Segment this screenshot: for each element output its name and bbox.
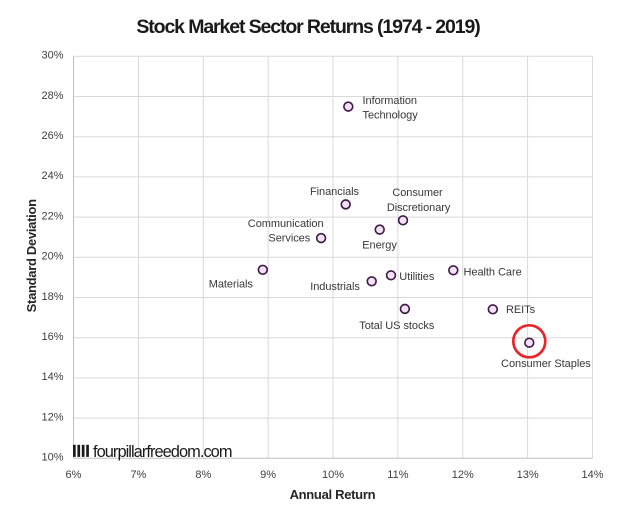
svg-text:9%: 9% bbox=[260, 469, 276, 481]
svg-text:11%: 11% bbox=[387, 469, 408, 481]
svg-text:Services: Services bbox=[268, 233, 310, 245]
svg-text:Health Care: Health Care bbox=[464, 267, 522, 279]
svg-text:30%: 30% bbox=[41, 50, 63, 62]
svg-text:Total US stocks: Total US stocks bbox=[359, 320, 435, 332]
svg-text:Financials: Financials bbox=[310, 186, 360, 198]
svg-text:22%: 22% bbox=[41, 210, 63, 222]
svg-text:Stock Market Sector Returns (1: Stock Market Sector Returns (1974 - 2019… bbox=[136, 16, 480, 38]
svg-text:Communication: Communication bbox=[248, 218, 324, 230]
svg-text:18%: 18% bbox=[41, 291, 63, 303]
svg-text:6%: 6% bbox=[66, 469, 82, 481]
svg-text:16%: 16% bbox=[41, 331, 63, 343]
svg-text:Industrials: Industrials bbox=[310, 281, 360, 293]
svg-text:Technology: Technology bbox=[363, 109, 419, 121]
svg-text:20%: 20% bbox=[41, 251, 63, 263]
svg-text:14%: 14% bbox=[41, 371, 63, 383]
svg-text:Information: Information bbox=[363, 95, 417, 107]
svg-text:12%: 12% bbox=[41, 411, 63, 423]
svg-text:10%: 10% bbox=[41, 452, 63, 464]
svg-text:fourpillarfreedom.com: fourpillarfreedom.com bbox=[93, 443, 232, 461]
svg-text:Materials: Materials bbox=[209, 278, 254, 290]
svg-text:Discretionary: Discretionary bbox=[387, 202, 451, 214]
svg-text:Standard Deviation: Standard Deviation bbox=[24, 199, 39, 312]
svg-text:26%: 26% bbox=[41, 130, 63, 142]
svg-text:24%: 24% bbox=[41, 170, 63, 182]
svg-text:12%: 12% bbox=[452, 469, 474, 481]
svg-text:Consumer Staples: Consumer Staples bbox=[501, 358, 591, 370]
svg-text:Consumer: Consumer bbox=[392, 187, 443, 199]
svg-text:8%: 8% bbox=[195, 469, 211, 481]
svg-text:13%: 13% bbox=[517, 469, 539, 481]
svg-text:Energy: Energy bbox=[362, 240, 397, 252]
svg-text:REITs: REITs bbox=[506, 304, 536, 316]
svg-text:10%: 10% bbox=[322, 469, 344, 481]
svg-text:Utilities: Utilities bbox=[399, 271, 435, 283]
svg-text:7%: 7% bbox=[130, 469, 146, 481]
svg-text:Annual Return: Annual Return bbox=[290, 487, 376, 502]
svg-text:28%: 28% bbox=[41, 90, 63, 102]
svg-text:14%: 14% bbox=[581, 469, 603, 481]
